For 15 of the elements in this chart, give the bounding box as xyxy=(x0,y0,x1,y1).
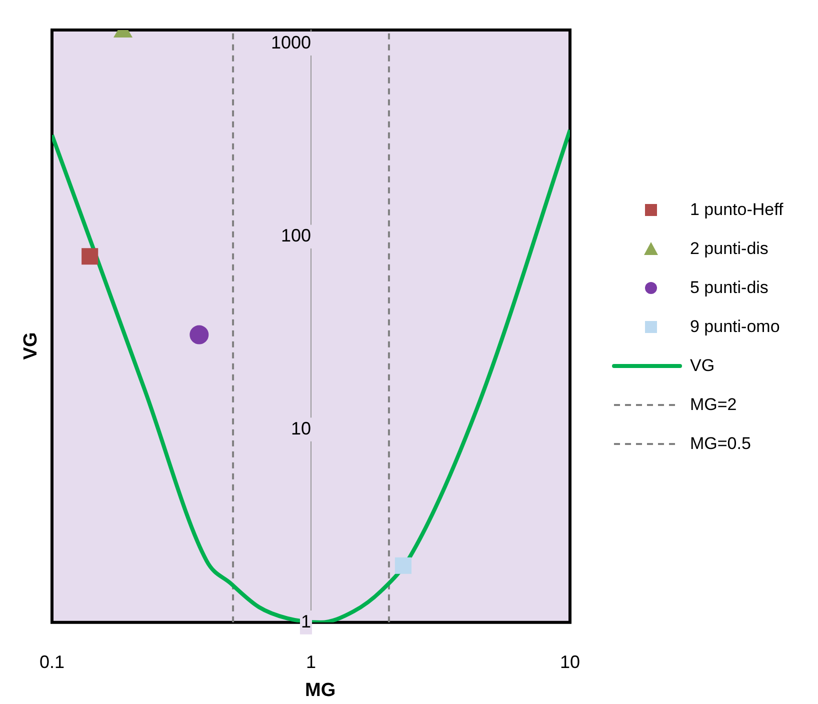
x-tick-label: 0.1 xyxy=(39,652,65,672)
legend-label: 9 punti-omo xyxy=(690,316,780,336)
y-tick-label: 100 xyxy=(280,226,311,246)
x-tick-label: 10 xyxy=(560,652,580,672)
legend-label: MG=0.5 xyxy=(690,434,751,454)
legend-label: MG=2 xyxy=(690,394,737,414)
y-tick-label: 1000 xyxy=(270,32,311,53)
y-axis-title: VG xyxy=(20,332,43,360)
legend-label: 1 punto-Heff xyxy=(690,200,784,220)
legend-label: 5 punti-dis xyxy=(690,278,768,298)
y-tick-label: 10 xyxy=(290,418,311,438)
y-tick-label: 1 xyxy=(300,611,311,632)
x-axis-title: MG xyxy=(305,680,336,702)
legend-label: 2 punti-dis xyxy=(690,238,768,258)
legend-label: VG xyxy=(690,356,715,376)
